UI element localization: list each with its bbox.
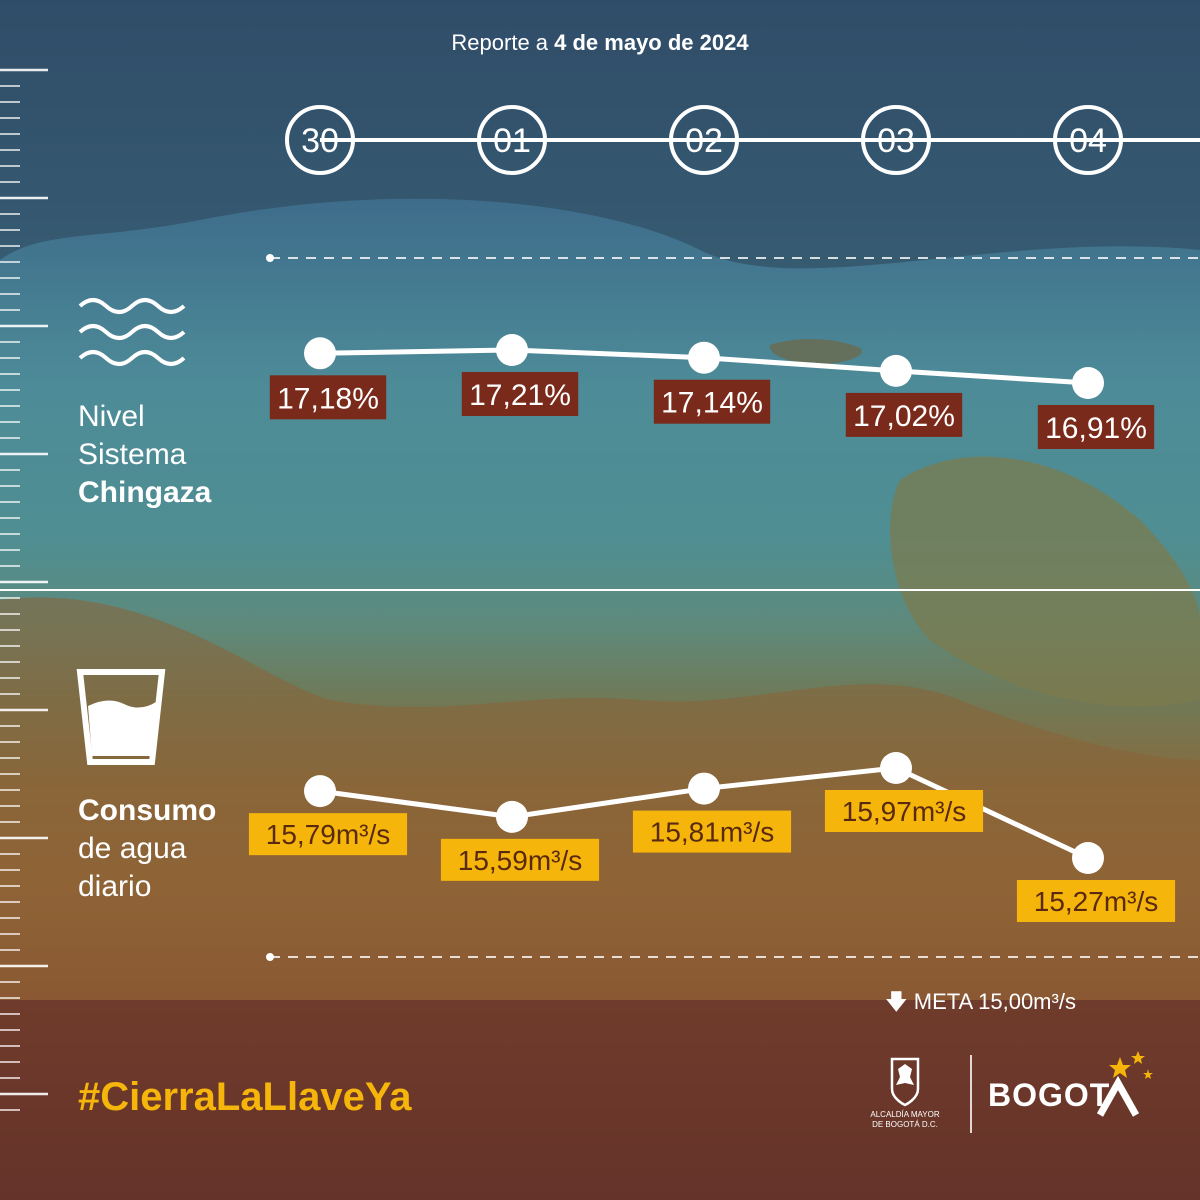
data-label: 17,02% bbox=[853, 400, 955, 433]
data-point bbox=[880, 354, 912, 387]
report-date-header: Reporte a 4 de mayo de 2024 bbox=[451, 30, 749, 55]
data-label-bg bbox=[1016, 880, 1176, 922]
data-label-bg bbox=[824, 790, 984, 832]
data-label: 15,97m³/s bbox=[842, 796, 967, 827]
data-label: 17,14% bbox=[661, 387, 763, 420]
logo-separator bbox=[970, 1055, 972, 1133]
date-label: 01 bbox=[493, 122, 531, 160]
alcaldia-logo-text: ALCALDÍA MAYOR DE BOGOTÁ D.C. bbox=[870, 1110, 940, 1129]
data-label-bg bbox=[845, 392, 963, 437]
waves-icon bbox=[78, 298, 186, 366]
date-circle bbox=[861, 105, 931, 175]
data-point bbox=[1072, 842, 1104, 874]
data-point bbox=[688, 341, 720, 374]
goal-label: 🡇 META 15,00m³/s bbox=[885, 989, 1076, 1014]
data-point bbox=[688, 772, 720, 805]
date-label: 03 bbox=[877, 122, 915, 160]
water-glass-icon bbox=[76, 669, 166, 765]
date-label: 02 bbox=[685, 122, 723, 160]
data-label: 16,91% bbox=[1045, 412, 1147, 445]
data-label: 15,79m³/s bbox=[266, 819, 391, 850]
date-label: 04 bbox=[1069, 122, 1107, 160]
date-circle bbox=[669, 105, 739, 175]
data-point bbox=[496, 334, 528, 366]
data-label-bg bbox=[440, 838, 600, 881]
date-circle bbox=[285, 105, 355, 175]
data-label: 17,21% bbox=[469, 379, 571, 412]
date-circle bbox=[1053, 105, 1123, 175]
data-label-bg bbox=[248, 813, 408, 856]
data-point bbox=[496, 800, 528, 833]
bogota-seal-icon bbox=[890, 1057, 920, 1107]
data-point bbox=[304, 775, 336, 808]
hashtag: #CierraLaLlaveYa bbox=[78, 1075, 412, 1119]
date-label: 30 bbox=[301, 122, 339, 160]
data-point bbox=[1072, 367, 1104, 399]
logos: ALCALDÍA MAYOR DE BOGOTÁ D.C. BOGOT bbox=[860, 1051, 1160, 1135]
data-label-bg bbox=[653, 379, 771, 424]
bogota-logo: BOGOT bbox=[988, 1077, 1111, 1113]
arrow-down-icon: 🡇 bbox=[885, 989, 908, 1014]
date-circle bbox=[477, 105, 547, 175]
data-label-bg bbox=[1037, 405, 1155, 449]
data-label: 17,18% bbox=[277, 382, 379, 415]
data-point bbox=[880, 752, 912, 784]
data-label-bg bbox=[269, 375, 387, 420]
data-label: 15,59m³/s bbox=[458, 845, 583, 876]
data-label-bg bbox=[461, 372, 579, 416]
ruler-scale bbox=[0, 68, 48, 1111]
bogota-logo-mark-icon bbox=[1096, 1051, 1153, 1117]
data-label: 15,81m³/s bbox=[650, 817, 775, 848]
level-section-label: Nivel Sistema Chingaza bbox=[78, 400, 212, 509]
consumption-section-label: Consumo de agua diario bbox=[78, 794, 217, 903]
data-point bbox=[304, 337, 336, 370]
data-label: 15,27m³/s bbox=[1034, 886, 1159, 917]
data-label-bg bbox=[632, 810, 792, 853]
